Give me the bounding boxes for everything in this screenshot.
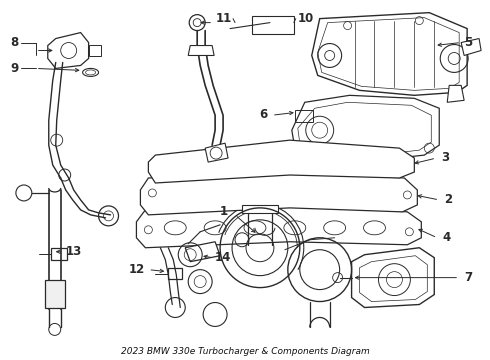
Polygon shape: [148, 140, 415, 183]
Text: 2023 BMW 330e Turbocharger & Components Diagram: 2023 BMW 330e Turbocharger & Components …: [121, 347, 369, 356]
Text: 14: 14: [215, 251, 231, 264]
Polygon shape: [461, 39, 481, 55]
Polygon shape: [318, 18, 459, 90]
Text: 12: 12: [129, 263, 146, 276]
Polygon shape: [447, 85, 464, 102]
Polygon shape: [136, 205, 421, 248]
Text: 13: 13: [66, 245, 82, 258]
Polygon shape: [48, 32, 89, 68]
Bar: [242, 205, 278, 213]
Polygon shape: [188, 45, 214, 55]
Bar: [45, 280, 65, 307]
Polygon shape: [298, 102, 431, 155]
Text: 6: 6: [260, 108, 268, 121]
Text: 1: 1: [220, 205, 228, 219]
Polygon shape: [141, 172, 417, 215]
Polygon shape: [89, 45, 100, 57]
Text: 7: 7: [464, 271, 472, 284]
Polygon shape: [292, 95, 439, 160]
Bar: [168, 268, 182, 279]
Bar: [51, 248, 67, 260]
Polygon shape: [185, 242, 220, 262]
Text: 2: 2: [444, 193, 452, 206]
Text: 3: 3: [441, 150, 449, 163]
Bar: [252, 15, 294, 33]
Text: 9: 9: [11, 62, 19, 75]
Text: 11: 11: [216, 12, 232, 25]
Text: 10: 10: [298, 12, 314, 25]
Polygon shape: [205, 143, 228, 162]
Polygon shape: [352, 248, 434, 307]
Text: 4: 4: [442, 231, 450, 244]
Text: 8: 8: [11, 36, 19, 49]
Bar: [295, 110, 313, 122]
Polygon shape: [312, 13, 467, 95]
Text: 5: 5: [464, 36, 472, 49]
Polygon shape: [360, 256, 427, 302]
